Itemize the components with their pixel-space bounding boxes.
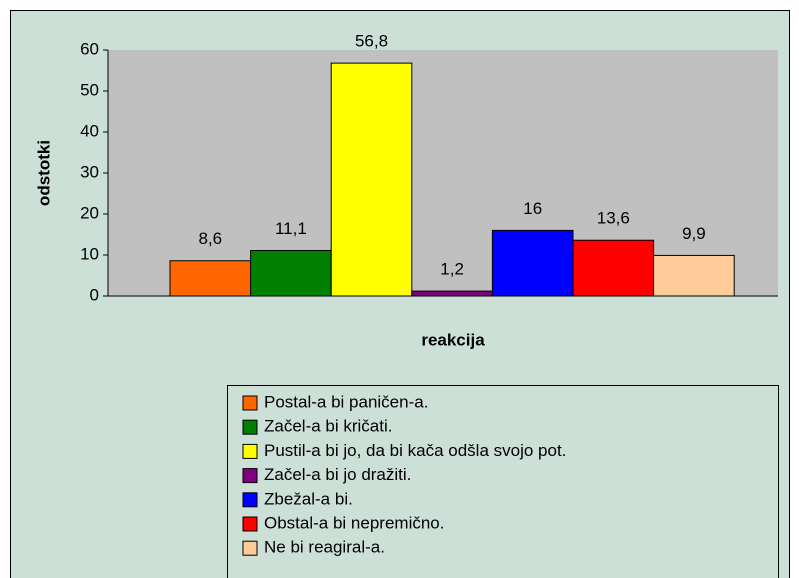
data-label: 56,8 (355, 32, 388, 51)
legend-label: Obstal-a bi nepremično. (264, 513, 444, 532)
bar (572, 239, 655, 297)
legend-label: Začel-a bi kričati. (264, 417, 392, 436)
y-tick-label: 60 (80, 39, 99, 58)
legend-swatch (242, 419, 258, 435)
y-tick-label: 0 (90, 285, 99, 304)
y-tick-label: 10 (80, 244, 99, 263)
data-label: 16 (523, 199, 542, 218)
data-label: 13,6 (597, 209, 630, 228)
y-axis-title: odstotki (34, 140, 53, 206)
legend-swatch (242, 443, 258, 459)
legend-box (227, 385, 779, 578)
bar (653, 254, 735, 297)
bar (250, 249, 332, 297)
data-label: 8,6 (198, 229, 222, 248)
legend-label: Postal-a bi paničen-a. (264, 392, 428, 411)
data-label: 9,9 (682, 224, 706, 243)
legend-swatch (242, 395, 258, 411)
legend-swatch (242, 468, 258, 484)
bar (411, 290, 493, 297)
x-axis-title: reakcija (421, 330, 485, 349)
data-label: 11,1 (275, 219, 307, 238)
legend-label: Pustil-a bi jo, da bi kača odšla svojo p… (264, 441, 566, 460)
legend-swatch (242, 540, 258, 556)
data-label: 1,2 (440, 260, 464, 279)
y-tick-label: 20 (80, 203, 99, 222)
legend-label: Ne bi reagiral-a. (264, 538, 385, 557)
bar (330, 62, 413, 297)
y-tick-label: 50 (80, 80, 99, 99)
y-tick-label: 40 (80, 121, 99, 140)
legend-swatch (242, 516, 258, 532)
bar (169, 260, 252, 297)
legend-label: Zbežal-a bi. (264, 489, 353, 508)
legend-label: Začel-a bi jo dražiti. (264, 465, 411, 484)
y-tick-label: 30 (80, 162, 99, 181)
legend-swatch (242, 492, 258, 508)
bar (491, 229, 574, 297)
